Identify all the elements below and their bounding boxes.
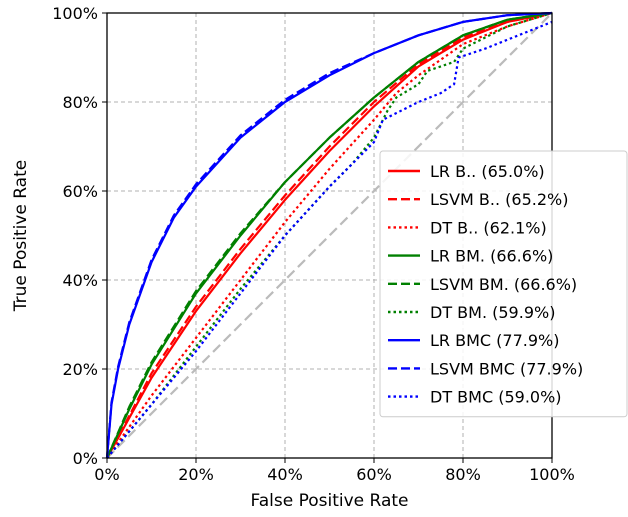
- legend-entry: LR BMC (77.9%): [430, 331, 559, 350]
- x-tick-label: 20%: [178, 465, 214, 484]
- y-tick-label: 100%: [52, 4, 98, 23]
- roc-series-8: [106, 20, 553, 459]
- legend-entry: DT BM. (59.9%): [430, 303, 555, 322]
- legend-entry: LR B.. (65.0%): [430, 162, 545, 181]
- y-tick-label: 80%: [62, 93, 98, 112]
- legend-entry: LSVM B.. (65.2%): [430, 190, 568, 209]
- y-tick-label: 60%: [62, 182, 98, 201]
- x-tick-label: 80%: [445, 465, 481, 484]
- x-tick-label: 100%: [529, 465, 575, 484]
- y-tick-label: 40%: [62, 271, 98, 290]
- roc-series-2: [106, 11, 553, 459]
- x-tick-label: 40%: [267, 465, 303, 484]
- roc-series-0: [106, 11, 553, 459]
- roc-curves: [105, 11, 553, 459]
- roc-series-1: [106, 11, 553, 459]
- legend: LR B.. (65.0%) LSVM B.. (65.2%) DT B.. (62…: [379, 150, 628, 418]
- legend-box: [379, 150, 628, 418]
- y-tick-label: 20%: [62, 360, 98, 379]
- roc-series-4: [105, 11, 553, 459]
- legend-entry: DT B.. (62.1%): [430, 218, 547, 237]
- legend-entry: DT BMC (59.0%): [430, 388, 562, 407]
- x-tick-label: 60%: [356, 465, 392, 484]
- axis-ticks: 0% 20% 40% 60% 80% 100% 0% 20% 40% 60% 80% 100%: [52, 4, 575, 484]
- legend-entry: LSVM BM. (66.6%): [430, 275, 577, 294]
- legend-entry: LR BM. (66.6%): [430, 247, 553, 266]
- legend-entry: LSVM BMC (77.9%): [430, 359, 583, 378]
- y-axis-label: True Positive Rate: [11, 160, 31, 312]
- y-tick-label: 0%: [73, 449, 98, 468]
- x-axis-label: False Positive Rate: [251, 491, 409, 511]
- roc-series-7: [105, 11, 553, 459]
- x-tick-label: 0%: [94, 465, 119, 484]
